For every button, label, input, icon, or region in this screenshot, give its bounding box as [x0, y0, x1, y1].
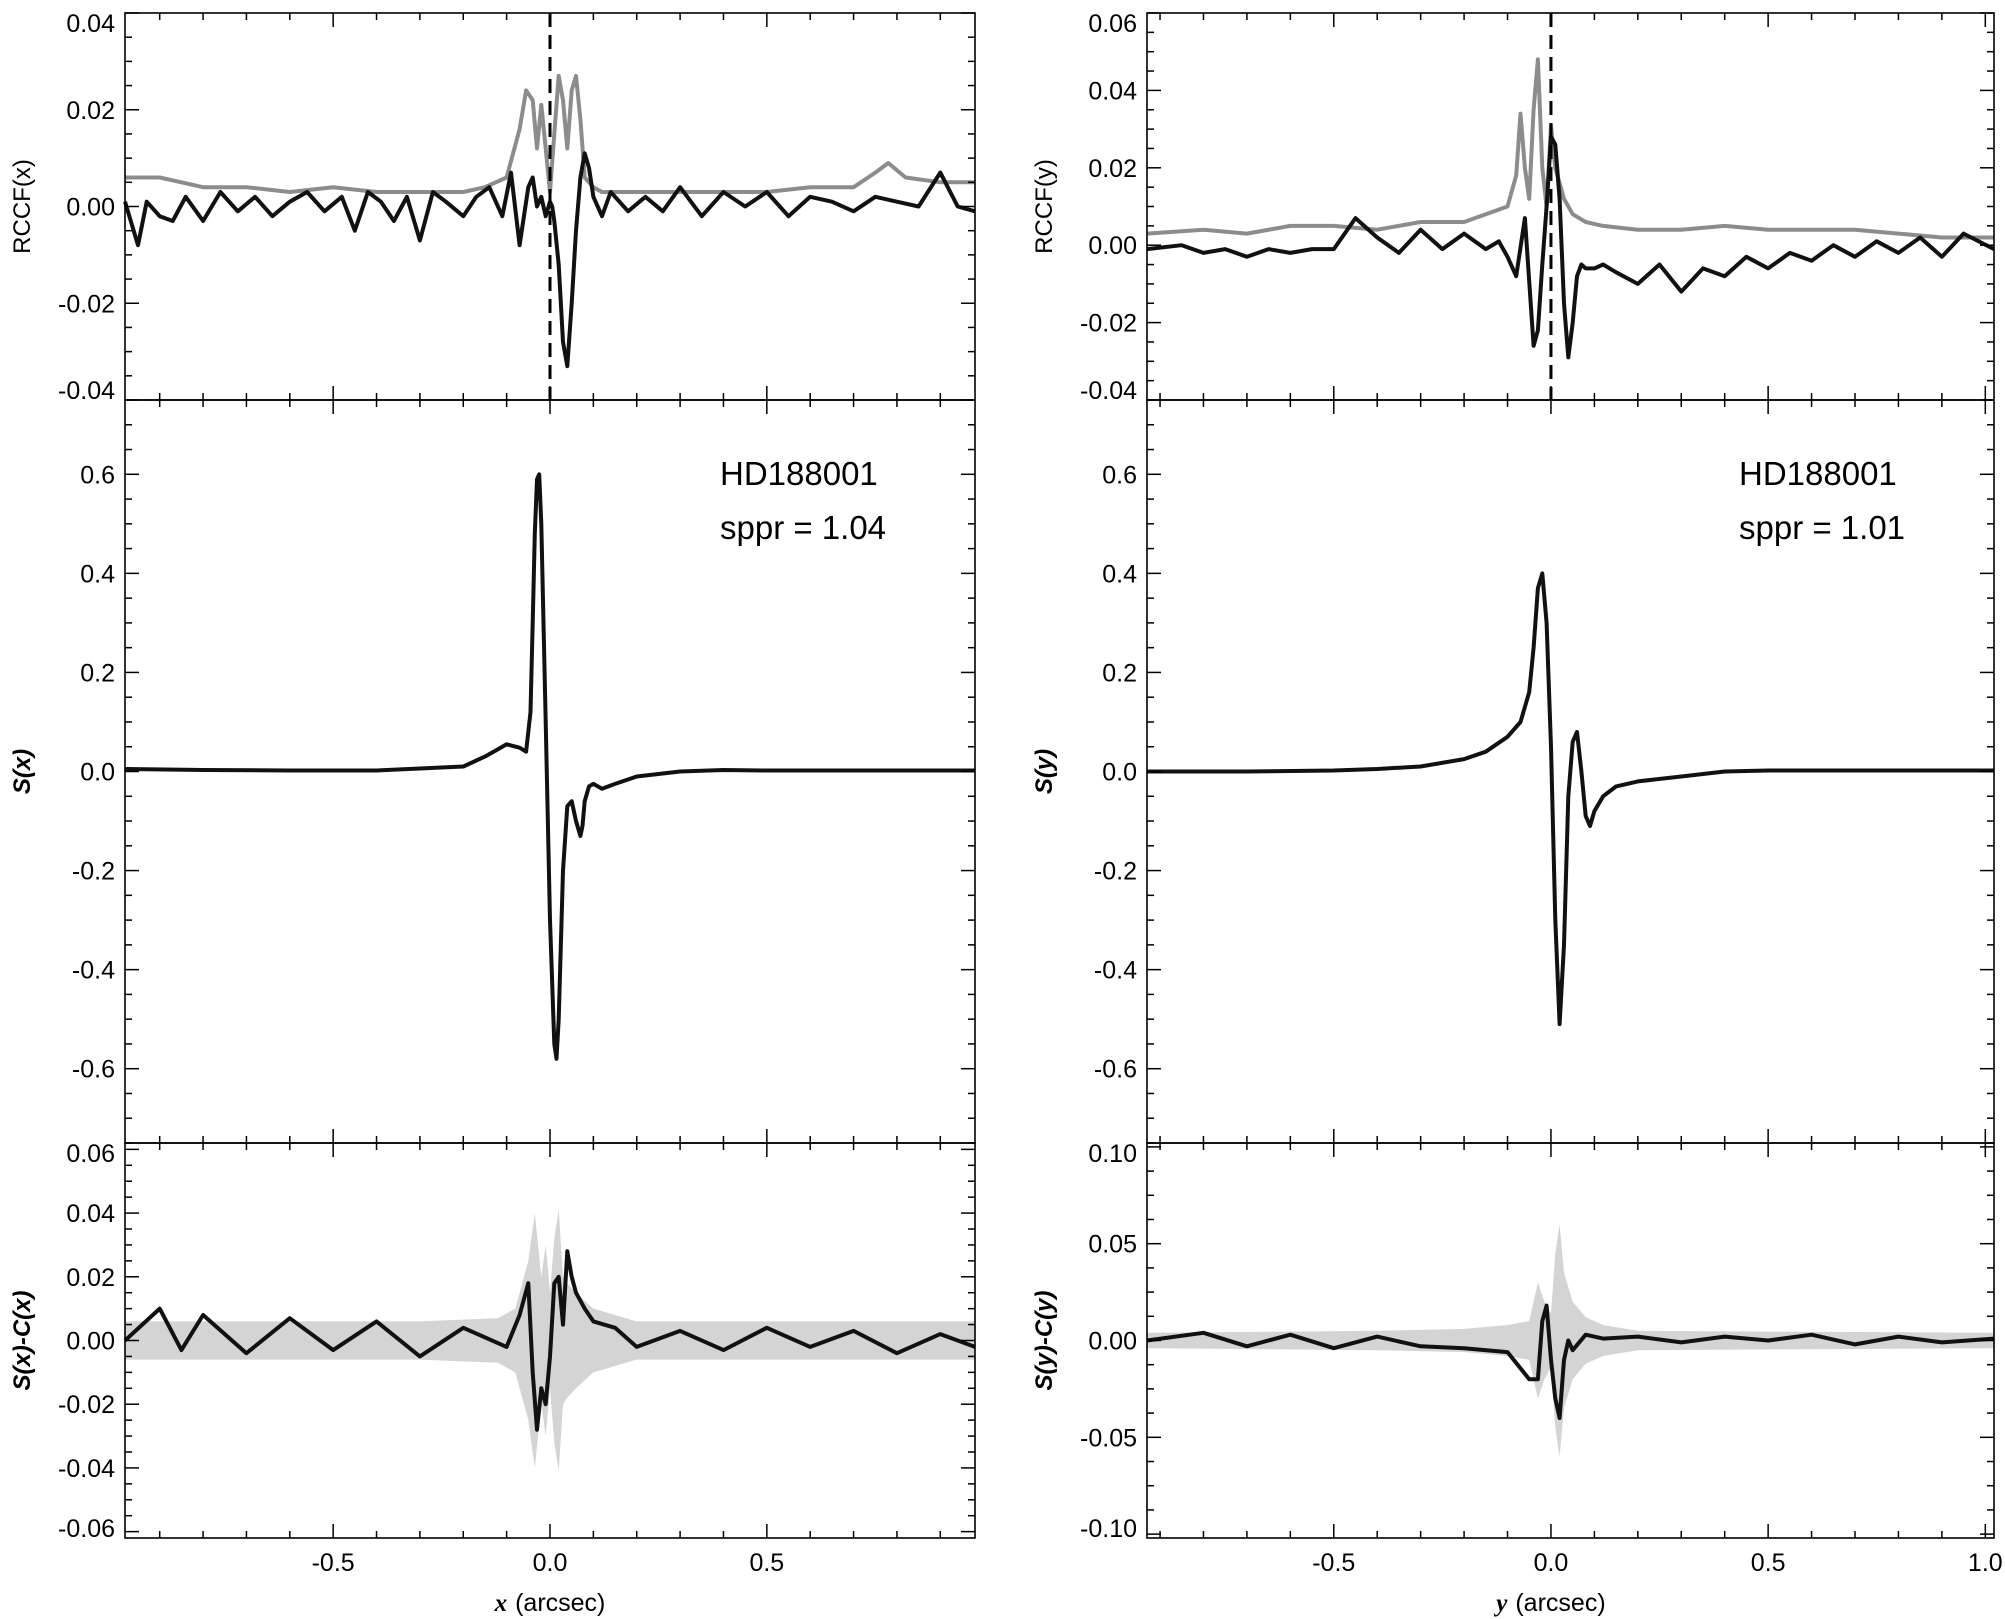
- left-x-tick-label: -0.5: [312, 1549, 355, 1577]
- left-sppr-value: sppr = 1.04: [720, 509, 886, 546]
- left-column: -0.04 -0.02 0.00 0.02 0.04 RCCF(x) -0.6 …: [9, 10, 976, 1617]
- right-residual-series-black-line: [1146, 1303, 1995, 1420]
- left-signal-tick-label: 0.2: [80, 659, 115, 687]
- left-x-tick-label: 0.0: [533, 1549, 568, 1577]
- right-residual-error-band: [1147, 1224, 1994, 1457]
- right-column: -0.04 -0.02 0.00 0.02 0.04 0.06 RCCF(y) …: [1031, 10, 2003, 1617]
- left-signal-plot: [124, 399, 976, 1144]
- left-residual-tick-label: 0.00: [66, 1328, 115, 1356]
- right-x-axis-unit: (arcsec): [1515, 1589, 1605, 1617]
- left-signal-ylabel: S(x): [9, 749, 36, 794]
- left-residual-tick-label: 0.04: [66, 1200, 115, 1228]
- right-star-name: HD188001: [1739, 455, 1897, 492]
- right-residual-tick-label: 0.10: [1088, 1140, 1137, 1168]
- left-x-axis-unit: (arcsec): [515, 1589, 605, 1617]
- right-rccf-tick-label: 0.00: [1088, 232, 1137, 260]
- right-signal-tick-label: -0.2: [1094, 858, 1137, 886]
- left-residual-series-black-line: [123, 1249, 976, 1432]
- left-residual-panel: -0.06 -0.04 -0.02 0.00 0.02 0.04 0.06 S(…: [9, 1140, 976, 1543]
- left-rccf-series-gray-line: [125, 73, 975, 194]
- right-x-tick-label: 1.0: [1968, 1549, 2003, 1577]
- left-rccf-plot: [123, 12, 976, 401]
- right-signal-ylabel: S(y): [1031, 749, 1058, 794]
- left-rccf-tick-label: 0.02: [66, 97, 115, 125]
- right-signal-tick-label: -0.6: [1094, 1056, 1137, 1084]
- right-sppr-value: sppr = 1.01: [1739, 509, 1905, 546]
- left-rccf-tick-label: 0.04: [66, 10, 115, 38]
- left-rccf-ylabel: RCCF(x): [9, 159, 36, 254]
- right-signal-plot: [1146, 399, 1995, 1144]
- left-x-tick-label: 0.5: [749, 1549, 784, 1577]
- right-rccf-ylabel: RCCF(y): [1031, 159, 1058, 254]
- left-rccf-tick-label: -0.02: [58, 290, 115, 318]
- right-rccf-panel: -0.04 -0.02 0.00 0.02 0.04 0.06 RCCF(y): [1031, 10, 1995, 405]
- right-residual-panel: -0.10 -0.05 0.00 0.05 0.10 S(y)-C(y): [1031, 1140, 1995, 1543]
- left-signal-tick-label: 0.6: [80, 461, 115, 489]
- right-rccf-series-gray-line: [1146, 57, 1994, 240]
- left-residual-tick-label: -0.02: [58, 1391, 115, 1419]
- right-rccf-tick-label: -0.02: [1080, 310, 1137, 338]
- right-x-axis-label: y (arcsec): [1493, 1589, 1605, 1617]
- right-signal-series-black-line: [1147, 571, 1994, 1027]
- left-residual-tick-label: -0.06: [58, 1515, 115, 1543]
- right-x-tick-label: 0.0: [1534, 1549, 1569, 1577]
- left-signal-tick-label: 0.4: [80, 560, 115, 588]
- right-signal-panel: -0.6 -0.4 -0.2 0.0 0.2 0.4 0.6 S(y) HD18…: [1031, 399, 1995, 1144]
- left-signal-series-black-line: [124, 472, 975, 1061]
- left-residual-ylabel: S(x)-C(x): [9, 1290, 36, 1390]
- left-signal-tick-label: -0.4: [72, 957, 115, 985]
- right-residual-tick-label: -0.10: [1080, 1515, 1137, 1543]
- right-residual-plot: [1146, 1142, 1995, 1539]
- left-rccf-tick-label: -0.04: [58, 377, 115, 405]
- left-x-axis-variable: x: [494, 1590, 508, 1617]
- left-signal-tick-label: -0.6: [72, 1056, 115, 1084]
- right-residual-ylabel: S(y)-C(y): [1031, 1290, 1058, 1390]
- left-rccf-tick-label: 0.00: [66, 194, 115, 222]
- left-signal-tick-label: -0.2: [72, 858, 115, 886]
- left-x-axis-label: x (arcsec): [494, 1589, 606, 1617]
- left-signal-tick-label: 0.0: [80, 759, 115, 787]
- right-residual-tick-label: 0.05: [1088, 1231, 1137, 1259]
- left-residual-tick-label: 0.06: [66, 1140, 115, 1168]
- left-signal-panel: -0.6 -0.4 -0.2 0.0 0.2 0.4 0.6 S(x) HD18…: [9, 399, 976, 1144]
- left-rccf-series-black-line: [123, 151, 976, 369]
- right-signal-tick-label: 0.0: [1102, 759, 1137, 787]
- right-signal-tick-label: -0.4: [1094, 957, 1137, 985]
- right-signal-tick-label: 0.2: [1102, 659, 1137, 687]
- left-residual-tick-label: 0.02: [66, 1264, 115, 1292]
- right-rccf-series-black-line: [1146, 134, 1995, 360]
- left-star-name: HD188001: [720, 455, 878, 492]
- right-rccf-plot: [1146, 12, 1995, 401]
- right-x-tick-label: 0.5: [1751, 1549, 1786, 1577]
- left-residual-plot: [123, 1142, 976, 1539]
- left-residual-tick-label: -0.04: [58, 1455, 115, 1483]
- right-signal-tick-label: 0.4: [1102, 560, 1137, 588]
- right-residual-tick-label: -0.05: [1080, 1424, 1137, 1452]
- right-rccf-tick-label: 0.02: [1088, 155, 1137, 183]
- right-x-tick-label: -0.5: [1312, 1549, 1355, 1577]
- right-signal-tick-label: 0.6: [1102, 461, 1137, 489]
- left-rccf-panel: -0.04 -0.02 0.00 0.02 0.04 RCCF(x): [9, 10, 976, 405]
- right-rccf-tick-label: 0.04: [1088, 77, 1137, 105]
- right-x-axis-variable: y: [1493, 1590, 1508, 1617]
- right-rccf-tick-label: -0.04: [1080, 377, 1137, 405]
- right-residual-tick-label: 0.00: [1088, 1328, 1137, 1356]
- right-rccf-tick-label: 0.06: [1088, 10, 1137, 38]
